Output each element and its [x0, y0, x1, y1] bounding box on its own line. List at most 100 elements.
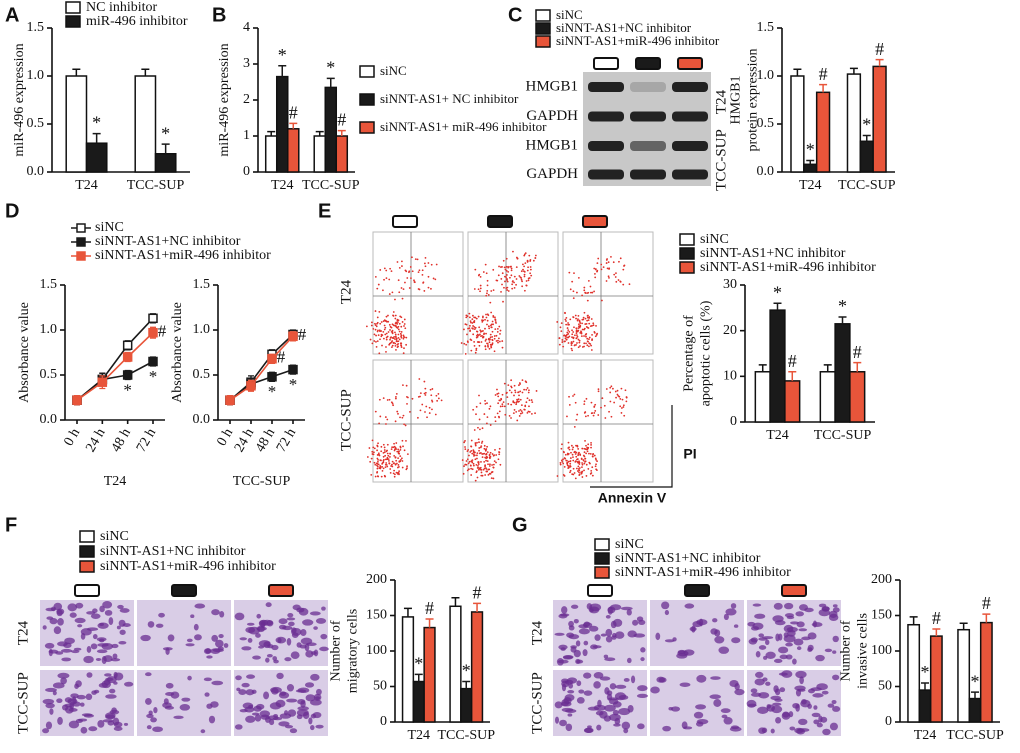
- x-tick-label: TCC-SUP: [838, 178, 896, 193]
- point: [267, 372, 277, 382]
- event: [392, 472, 395, 475]
- cell: [291, 627, 297, 634]
- event: [581, 470, 584, 473]
- panel-letter: F: [5, 514, 17, 536]
- event: [497, 341, 499, 344]
- error-bar: [473, 602, 482, 612]
- cell: [75, 680, 82, 688]
- cell: [784, 613, 794, 618]
- event: [397, 325, 400, 328]
- event: [596, 460, 598, 463]
- cell: [605, 614, 611, 619]
- event: [566, 331, 569, 334]
- error-bar: [403, 607, 412, 617]
- event: [489, 343, 492, 346]
- significance-mark: #: [982, 593, 991, 613]
- event: [492, 268, 495, 271]
- cell: [773, 602, 783, 610]
- event: [418, 288, 421, 291]
- event: [576, 291, 578, 294]
- cell: [107, 720, 115, 726]
- cell: [775, 633, 780, 642]
- event: [592, 414, 595, 417]
- cell: [779, 654, 788, 660]
- blot-band: [588, 141, 624, 151]
- event: [382, 461, 385, 464]
- event: [473, 288, 476, 290]
- event: [481, 316, 484, 319]
- error-bar: [838, 316, 847, 324]
- event: [388, 398, 391, 401]
- event: [511, 287, 514, 290]
- cell: [64, 637, 75, 645]
- event: [527, 279, 530, 282]
- cell: [80, 702, 85, 707]
- event: [401, 321, 404, 323]
- cell: [97, 643, 109, 647]
- event: [395, 325, 397, 328]
- cell: [750, 692, 762, 697]
- event: [471, 314, 474, 317]
- event: [425, 405, 428, 408]
- event: [429, 388, 432, 391]
- event: [464, 448, 467, 451]
- cell: [282, 625, 293, 631]
- cell: [636, 693, 648, 699]
- cell: [238, 689, 247, 695]
- cell: [568, 634, 580, 640]
- cell: [45, 721, 53, 730]
- event: [394, 342, 397, 345]
- event: [578, 325, 580, 328]
- event: [506, 279, 508, 281]
- event: [508, 389, 511, 392]
- cell: [576, 697, 585, 704]
- event: [427, 275, 430, 278]
- event: [377, 283, 380, 286]
- cell: [637, 685, 648, 692]
- event: [567, 452, 570, 455]
- event: [478, 452, 481, 455]
- y-tick-label: 200: [871, 572, 892, 587]
- cell: [278, 691, 290, 699]
- event: [403, 336, 406, 338]
- event: [383, 446, 386, 449]
- condition-swatch: [582, 215, 608, 228]
- cell: [573, 618, 579, 624]
- event: [488, 325, 490, 328]
- event: [591, 291, 594, 294]
- event: [487, 344, 489, 347]
- event: [381, 462, 384, 465]
- event: [480, 330, 483, 333]
- cell: [570, 604, 579, 609]
- event: [581, 462, 583, 464]
- event: [489, 405, 492, 408]
- cell: [310, 724, 315, 731]
- event: [558, 337, 561, 340]
- event: [402, 445, 404, 448]
- event: [588, 317, 591, 319]
- cell: [793, 638, 804, 646]
- cell: [118, 619, 126, 627]
- cell: [49, 708, 54, 715]
- event: [376, 445, 379, 448]
- event: [477, 461, 480, 464]
- cell: [119, 608, 130, 613]
- cell: [813, 719, 820, 725]
- event: [578, 319, 581, 322]
- event: [471, 327, 474, 329]
- cell: [733, 624, 739, 628]
- y-tick-label: 4: [243, 20, 250, 35]
- event: [402, 288, 405, 291]
- bar: [85, 142, 108, 173]
- event: [495, 454, 498, 456]
- event: [374, 475, 377, 478]
- cell: [113, 681, 118, 685]
- bar: [918, 689, 932, 723]
- cell: [795, 611, 804, 617]
- event: [400, 342, 403, 345]
- event: [386, 465, 389, 468]
- event: [482, 468, 485, 471]
- event: [401, 297, 404, 300]
- event: [389, 452, 392, 455]
- event: [390, 401, 393, 404]
